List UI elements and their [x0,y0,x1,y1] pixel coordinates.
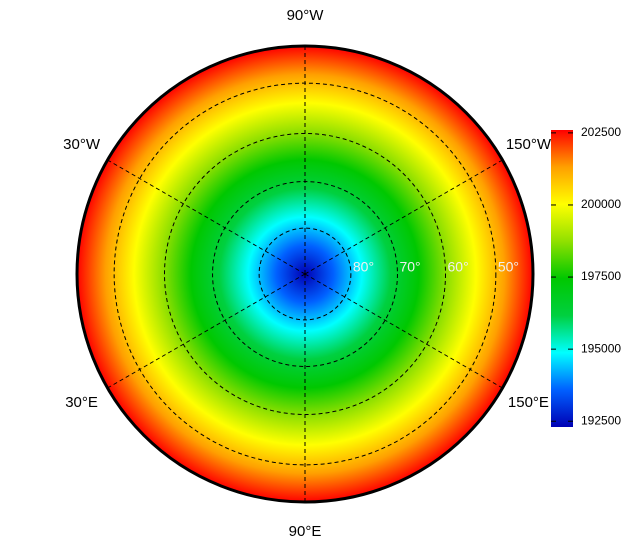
longitude-label: 30°E [65,394,98,411]
map-boundary [75,44,535,504]
latitude-label: 70° [399,259,420,275]
latitude-label: 60° [448,259,469,275]
meridian [304,273,503,389]
colorbar-tick-label: 200000 [581,197,621,211]
longitude-label: 150°E [508,394,549,411]
colorbar [551,130,573,427]
colorbar-tick-label: 197500 [581,269,621,283]
latitude-label: 50° [498,259,519,275]
longitude-label: 30°W [63,136,101,153]
longitude-label: 90°W [287,7,325,24]
longitude-label: 90°E [289,523,322,540]
colorbar-tick-label: 202500 [581,125,621,139]
colorbar-tick-label: 195000 [581,341,621,355]
meridian [107,159,306,275]
meridian [107,273,306,389]
latitude-label: 80° [353,259,374,275]
meridian [304,159,503,275]
longitude-label: 150°W [506,136,552,153]
colorbar-tick-label: 192500 [581,413,621,427]
